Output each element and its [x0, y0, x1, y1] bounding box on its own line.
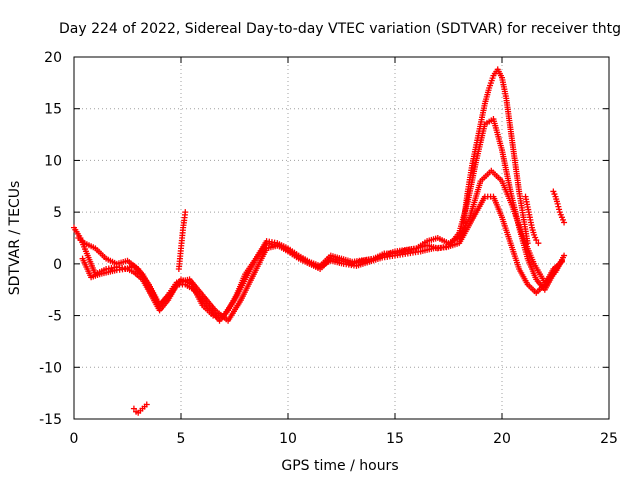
data-point — [561, 252, 568, 259]
axis-ticks — [73, 56, 610, 420]
plot-frame — [73, 56, 610, 420]
data-point — [558, 258, 565, 265]
y-tick-label: -10 — [39, 360, 62, 376]
y-tick-label: -5 — [48, 309, 62, 325]
x-tick-label: 5 — [177, 431, 186, 447]
x-tick-label: 0 — [70, 431, 79, 447]
y-tick-label: 20 — [44, 50, 62, 66]
y-tick-label: 5 — [53, 205, 62, 221]
x-tick-label: 25 — [600, 431, 618, 447]
y-tick-label: -15 — [39, 412, 62, 428]
data-point — [535, 240, 542, 247]
x-tick-label: 15 — [386, 431, 404, 447]
y-tick-label: 0 — [53, 257, 62, 273]
data-point — [555, 203, 562, 210]
x-axis-label: GPS time / hours — [281, 458, 398, 474]
tick-labels: 0 5 10 15 20 25 -15 -10 -5 0 5 10 15 20 — [39, 50, 618, 447]
y-axis-label: SDTVAR / TECUs — [7, 181, 23, 296]
y-tick-label: 10 — [44, 153, 62, 169]
y-tick-label: 15 — [44, 102, 62, 118]
data-point — [561, 219, 568, 226]
x-tick-label: 20 — [493, 431, 511, 447]
data-point — [143, 401, 150, 408]
data-point — [524, 240, 531, 247]
data-point — [182, 209, 189, 216]
data-point — [556, 206, 563, 213]
data-point — [130, 405, 137, 412]
x-tick-label: 10 — [279, 431, 297, 447]
data-point — [554, 200, 561, 207]
data-point — [533, 237, 540, 244]
chart-title: Day 224 of 2022, Sidereal Day-to-day VTE… — [59, 21, 621, 37]
data-points — [71, 66, 568, 416]
